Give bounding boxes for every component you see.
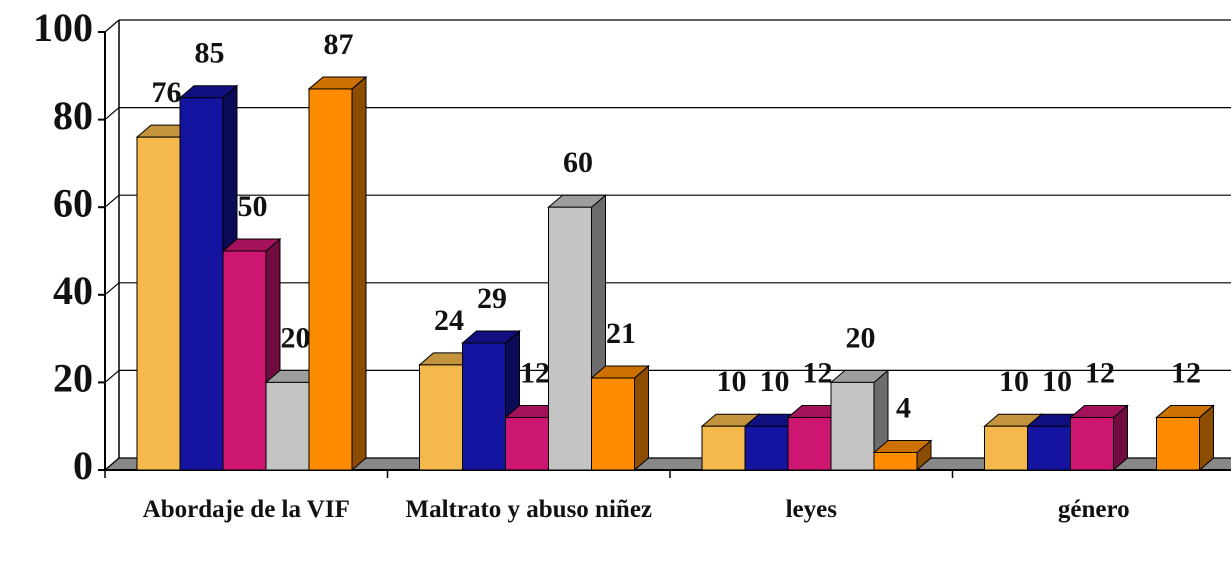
x-tick-label: Abordaje de la VIF: [142, 496, 350, 523]
y-tick-label: 40: [53, 268, 93, 313]
bar: [830, 381, 875, 471]
bar-side: [634, 364, 649, 472]
x-tick-label: género: [1057, 496, 1130, 523]
data-label: 76: [152, 76, 182, 109]
bar: [873, 451, 918, 471]
data-label: 12: [803, 356, 833, 389]
data-label: 50: [238, 190, 268, 223]
x-tick-label: leyes: [785, 496, 837, 523]
y-tick-label: 100: [33, 5, 93, 50]
bar: [591, 377, 635, 471]
bar-side: [351, 75, 367, 472]
grid-side: [104, 19, 120, 33]
grid-side: [104, 282, 120, 296]
y-tick-label: 20: [53, 356, 93, 401]
data-label: 60: [563, 146, 593, 179]
data-label: 10: [760, 365, 790, 398]
data-label: 85: [195, 37, 225, 70]
y-tick-label: 0: [73, 443, 93, 488]
bar: [744, 425, 789, 471]
data-label: 10: [717, 365, 747, 398]
data-label: 24: [434, 304, 464, 337]
bar: [222, 250, 267, 471]
bar: [419, 364, 463, 471]
data-label: 12: [520, 356, 550, 389]
data-label: 12: [1085, 356, 1115, 389]
data-label: 87: [324, 28, 354, 61]
bar: [787, 416, 832, 471]
data-label: 4: [896, 391, 911, 424]
data-label: 29: [477, 282, 507, 315]
bar: [462, 342, 506, 471]
grid-side: [104, 369, 120, 383]
bar: [308, 88, 353, 471]
data-label: 20: [281, 321, 311, 354]
y-tick-label: 80: [53, 93, 93, 138]
data-label: 20: [846, 321, 876, 354]
x-tick-label: Maltrato y abuso niñez: [405, 496, 653, 523]
bar: [265, 381, 310, 471]
bar: [701, 425, 746, 471]
data-label: 10: [1042, 365, 1072, 398]
bar: [505, 416, 549, 471]
grid-side: [104, 194, 120, 208]
bar: [136, 136, 181, 471]
y-tick-label: 60: [53, 180, 93, 225]
bar: [548, 206, 592, 471]
bar: [179, 97, 224, 471]
grid-side: [104, 457, 120, 471]
bar: [1156, 416, 1200, 471]
bar: [1070, 416, 1114, 471]
data-label: 21: [606, 317, 636, 350]
data-label: 12: [1171, 356, 1201, 389]
data-label: 10: [999, 365, 1029, 398]
grid-side: [104, 107, 120, 121]
bar: [984, 425, 1028, 471]
bar: [1027, 425, 1071, 471]
